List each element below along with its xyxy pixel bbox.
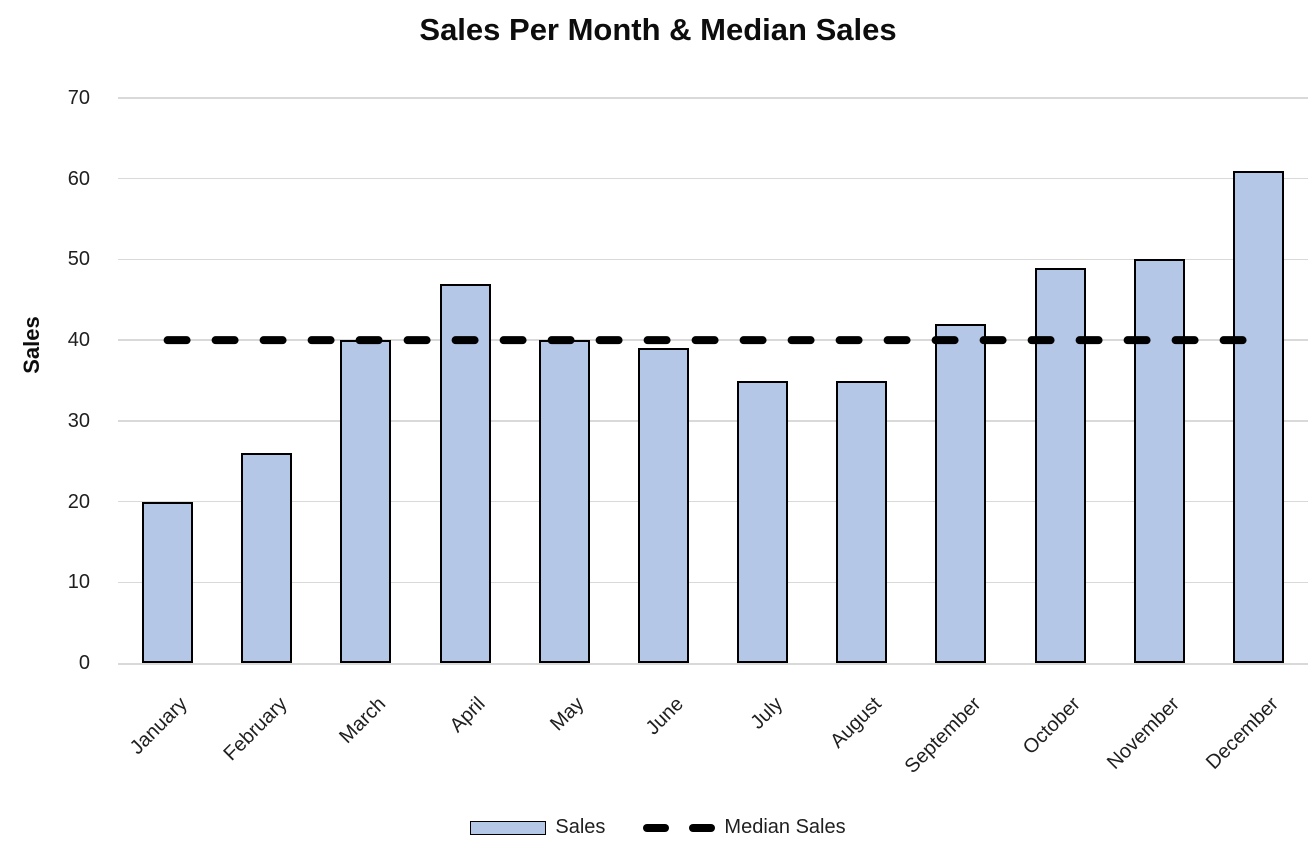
bar-june bbox=[637, 348, 689, 663]
x-label-august: August bbox=[826, 693, 887, 753]
legend-item-sales: Sales bbox=[470, 816, 605, 839]
x-axis-line bbox=[118, 663, 1308, 665]
legend: Sales Median Sales bbox=[0, 816, 1316, 839]
sales-bar-swatch bbox=[470, 820, 547, 835]
x-label-april: April bbox=[445, 693, 490, 737]
gridline-70 bbox=[118, 97, 1308, 99]
bar-december bbox=[1232, 170, 1284, 663]
y-tick-label-30: 30 bbox=[67, 409, 90, 432]
median-line-layer bbox=[163, 336, 1263, 345]
gridline-50 bbox=[118, 258, 1308, 261]
y-tick-label-10: 10 bbox=[67, 571, 90, 594]
bar-january bbox=[142, 501, 194, 663]
x-label-may: May bbox=[546, 693, 589, 736]
bar-may bbox=[538, 340, 590, 663]
x-label-january: January bbox=[126, 693, 193, 759]
x-label-february: February bbox=[219, 693, 292, 766]
legend-item-median-sales: Median Sales bbox=[643, 816, 846, 839]
y-tick-label-60: 60 bbox=[67, 167, 90, 190]
x-label-march: March bbox=[335, 693, 391, 748]
legend-label-median-sales: Median Sales bbox=[724, 816, 846, 838]
bar-july bbox=[737, 380, 789, 663]
y-tick-label-40: 40 bbox=[67, 329, 90, 352]
gridline-20 bbox=[118, 500, 1308, 503]
bar-april bbox=[439, 283, 491, 663]
median-dash-swatch bbox=[643, 823, 716, 832]
bar-november bbox=[1133, 259, 1185, 663]
x-label-september: September bbox=[900, 693, 986, 778]
chart-title: Sales Per Month & Median Sales bbox=[419, 12, 897, 47]
x-label-july: July bbox=[746, 693, 788, 734]
x-label-november: November bbox=[1103, 693, 1184, 774]
bar-march bbox=[340, 340, 392, 663]
gridline-30 bbox=[118, 420, 1308, 422]
gridline-40 bbox=[118, 339, 1308, 341]
y-tick-label-0: 0 bbox=[78, 652, 90, 674]
y-tick-label-20: 20 bbox=[67, 490, 90, 513]
bar-february bbox=[241, 453, 293, 663]
gridline-60 bbox=[118, 177, 1308, 180]
x-label-june: June bbox=[641, 693, 688, 740]
legend-label-sales: Sales bbox=[555, 816, 606, 838]
x-label-december: December bbox=[1202, 693, 1283, 774]
bar-september bbox=[935, 324, 987, 663]
x-label-october: October bbox=[1018, 693, 1085, 759]
y-tick-label-70: 70 bbox=[67, 87, 90, 109]
gridline-10 bbox=[118, 581, 1308, 584]
bar-october bbox=[1034, 267, 1086, 663]
bar-august bbox=[836, 380, 888, 663]
y-tick-label-50: 50 bbox=[67, 248, 90, 271]
